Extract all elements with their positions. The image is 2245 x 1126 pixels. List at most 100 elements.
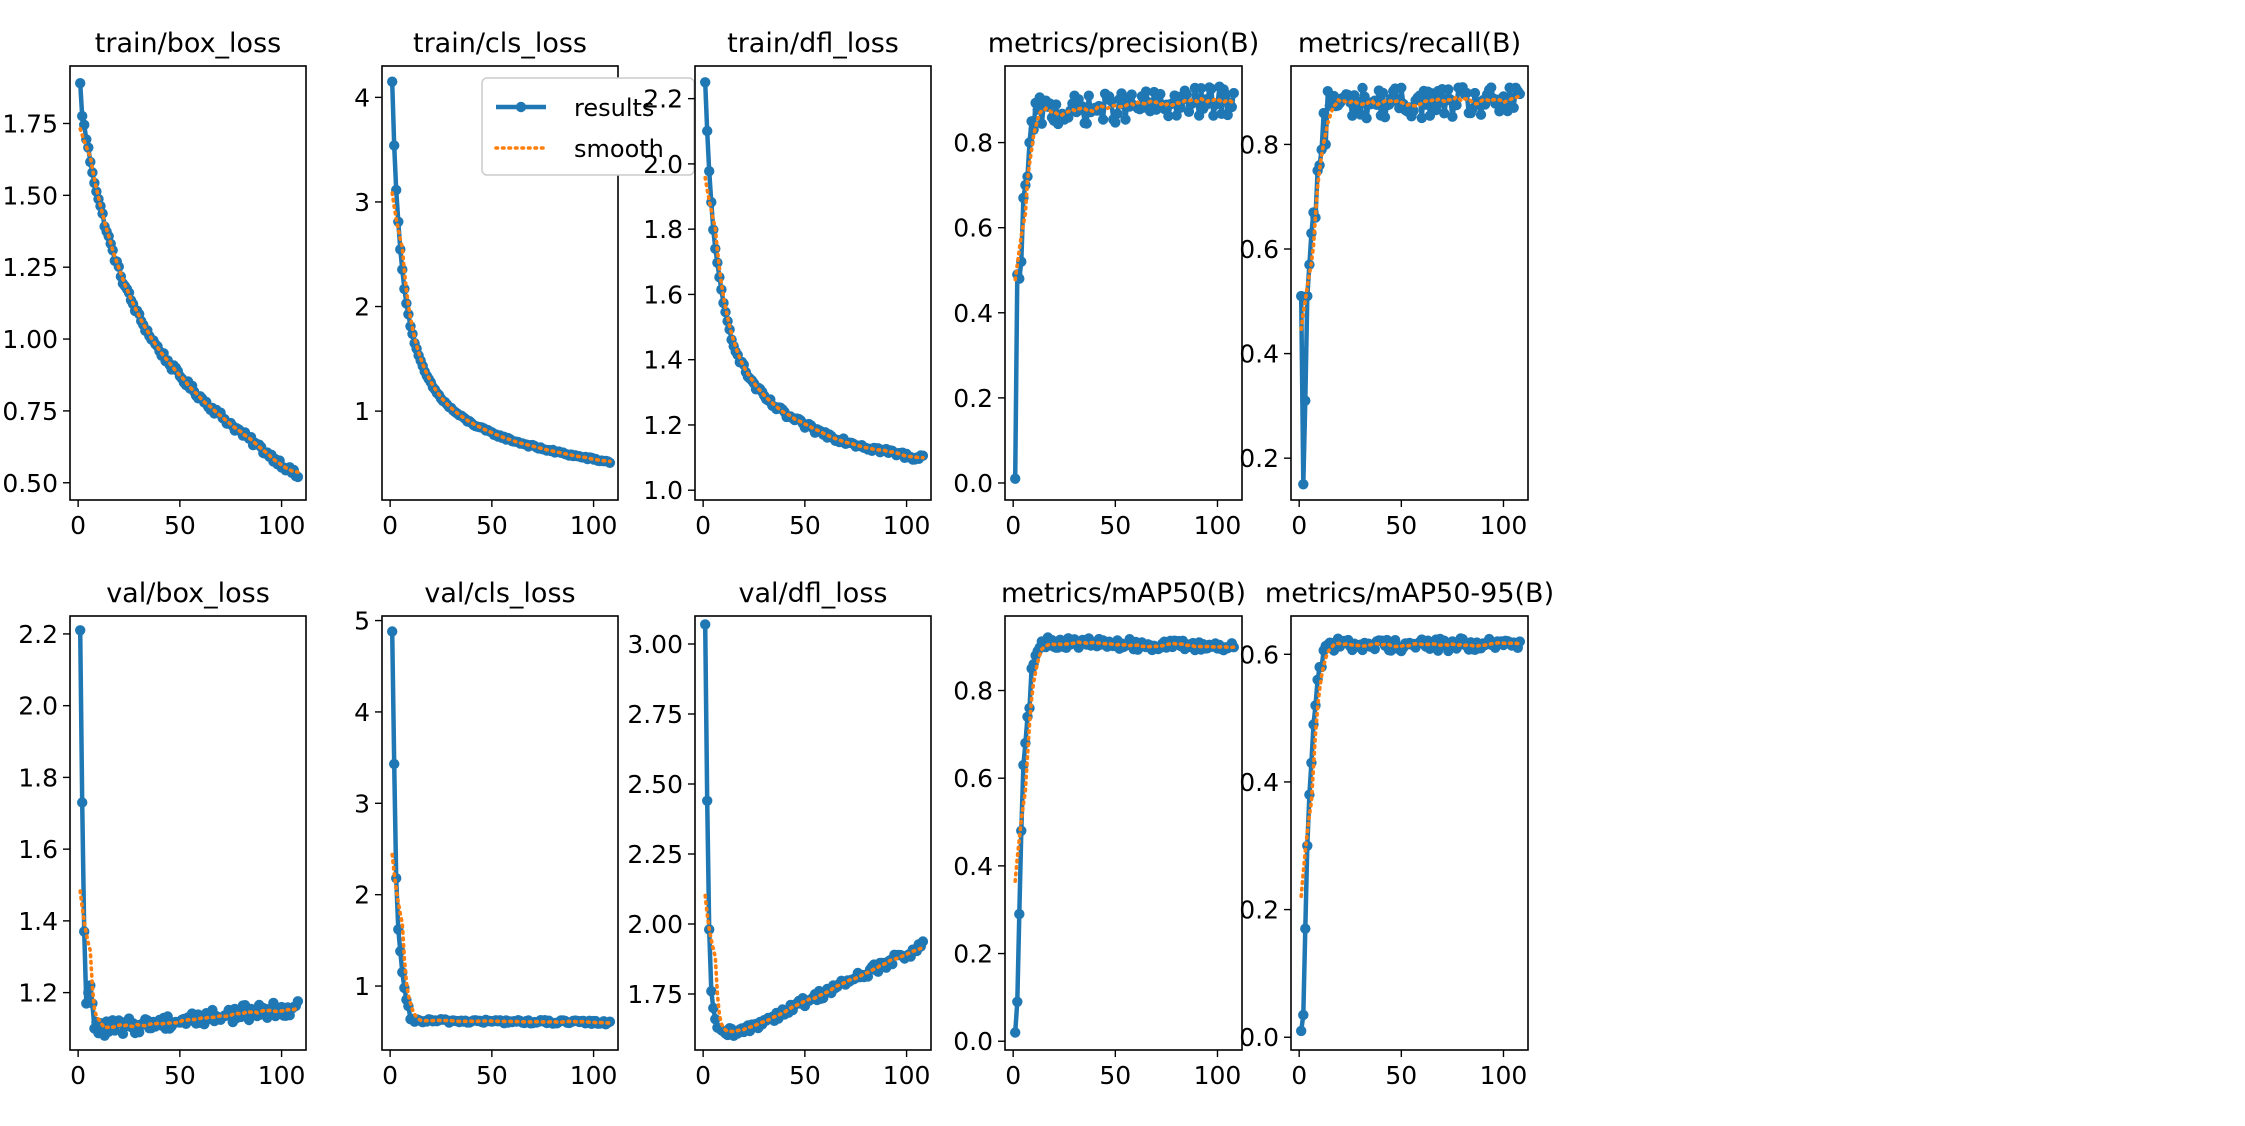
panel-title: val/box_loss [106, 578, 270, 609]
data-point [1443, 84, 1454, 95]
data-point [1361, 113, 1372, 124]
x-tick-label: 0 [695, 1061, 711, 1090]
axes-frame [1290, 615, 1529, 1051]
axes-frame [69, 615, 307, 1051]
x-tick-label: 0 [70, 511, 86, 540]
y-tick-label: 1.6 [18, 835, 58, 864]
data-point [1010, 1027, 1021, 1038]
data-point [1469, 87, 1481, 99]
data-point [872, 966, 884, 977]
series-line-smooth [78, 889, 300, 1030]
series-line-smooth [1299, 640, 1522, 899]
series-markers-results [700, 77, 929, 465]
y-tick-label: 1.2 [18, 979, 58, 1008]
series-line-smooth [703, 893, 925, 1034]
panel-metrics-recall-b: metrics/recall(B) 0 50 100 0.2 0.4 0.6 0.8 [1239, 28, 1529, 540]
axes-frame [694, 615, 932, 1051]
y-tick-label: 1.75 [627, 980, 683, 1009]
x-tick-label: 100 [570, 1061, 618, 1090]
data-point [1226, 101, 1238, 113]
data-point [1163, 110, 1174, 122]
data-point [75, 625, 86, 636]
data-point [1097, 114, 1109, 125]
panel-title: metrics/precision(B) [988, 28, 1260, 59]
data-point [1083, 90, 1095, 101]
y-tick-label: 0.8 [953, 129, 993, 158]
panel-title: metrics/mAP50-95(B) [1265, 578, 1554, 609]
data-point [1416, 112, 1428, 124]
data-point [1181, 89, 1193, 100]
series-line-smooth [1299, 92, 1522, 332]
x-tick-label: 0 [1005, 1061, 1021, 1090]
data-point [1300, 395, 1311, 406]
data-point [1106, 96, 1117, 107]
y-tick-label: 1.4 [18, 907, 58, 936]
y-tick-label: 2 [354, 293, 370, 322]
legend-results-marker [515, 101, 527, 113]
data-point [1298, 479, 1309, 490]
legend-results-label: results [574, 94, 654, 122]
data-point [1010, 473, 1021, 484]
y-tick-label: 2.75 [627, 700, 683, 729]
y-tick-label: 2 [354, 881, 370, 910]
panel-metrics-map50-95-b: metrics/mAP50-95(B) 0 50 100 0.0 0.2 0.4 0.6 [1239, 578, 1554, 1090]
panel-title: train/box_loss [95, 28, 281, 59]
data-point [1081, 118, 1092, 129]
y-tick-label: 1.0 [643, 476, 683, 505]
data-point [77, 797, 88, 808]
y-tick-label: 3 [354, 789, 370, 818]
y-tick-label: 1.50 [2, 181, 58, 210]
data-point [1014, 908, 1025, 920]
panel-title: metrics/recall(B) [1298, 28, 1521, 59]
y-tick-label: 1.4 [643, 346, 683, 375]
y-tick-label: 3 [354, 188, 370, 217]
data-point [1126, 89, 1137, 100]
y-tick-label: 5 [354, 607, 370, 636]
legend-smooth-label: smooth [574, 135, 664, 163]
x-tick-label: 0 [382, 511, 398, 540]
data-point [710, 1014, 721, 1025]
data-point [1120, 114, 1131, 125]
y-tick-label: 1.8 [643, 215, 683, 244]
data-point [1175, 102, 1186, 113]
data-point [1461, 87, 1472, 99]
data-point [1328, 90, 1340, 102]
y-tick-label: 2.50 [627, 770, 683, 799]
panel-train-box-loss: train/box_loss 0 50 100 0.50 0.75 1.00 1.25 1.50… [2, 28, 307, 540]
panel-metrics-precision-b: metrics/precision(B) 0 50 100 0.0 0.2 0.4 0.6 0.… [953, 28, 1259, 540]
data-point [389, 140, 400, 151]
x-tick-label: 100 [258, 511, 306, 540]
data-point [1140, 86, 1152, 97]
x-tick-label: 100 [883, 1061, 931, 1090]
y-tick-label: 0.2 [1239, 896, 1279, 925]
y-tick-label: 1.6 [643, 280, 683, 309]
x-tick-label: 50 [164, 1061, 196, 1090]
data-point [1222, 109, 1233, 121]
panel-val-dfl-loss: val/dfl_loss 0 50 100 1.75 2.00 2.25 2.50 2.75 3.… [627, 578, 932, 1090]
data-point [710, 243, 721, 254]
data-point [387, 626, 398, 637]
y-tick-label: 2.2 [643, 85, 683, 114]
y-tick-label: 0.2 [953, 940, 993, 969]
series-line-smooth [78, 127, 300, 474]
x-tick-label: 0 [695, 511, 711, 540]
y-tick-label: 0.6 [1239, 235, 1279, 264]
data-point [700, 619, 711, 630]
x-tick-label: 100 [258, 1061, 306, 1090]
x-tick-label: 100 [1194, 511, 1242, 540]
panel-title: train/cls_loss [413, 28, 587, 59]
x-tick-label: 50 [1385, 1061, 1417, 1090]
data-point [917, 936, 929, 947]
data-point [1014, 273, 1025, 284]
axes-frame [381, 615, 619, 1051]
y-tick-label: 0.6 [1239, 640, 1279, 669]
data-point [1171, 110, 1182, 121]
data-point [700, 77, 711, 88]
y-tick-label: 0.0 [953, 1027, 993, 1056]
series-line-smooth [1013, 640, 1236, 884]
series-line-smooth [703, 175, 925, 460]
y-tick-label: 0.0 [953, 469, 993, 498]
axes-frame [1290, 65, 1529, 501]
y-tick-label: 0.2 [953, 384, 993, 413]
